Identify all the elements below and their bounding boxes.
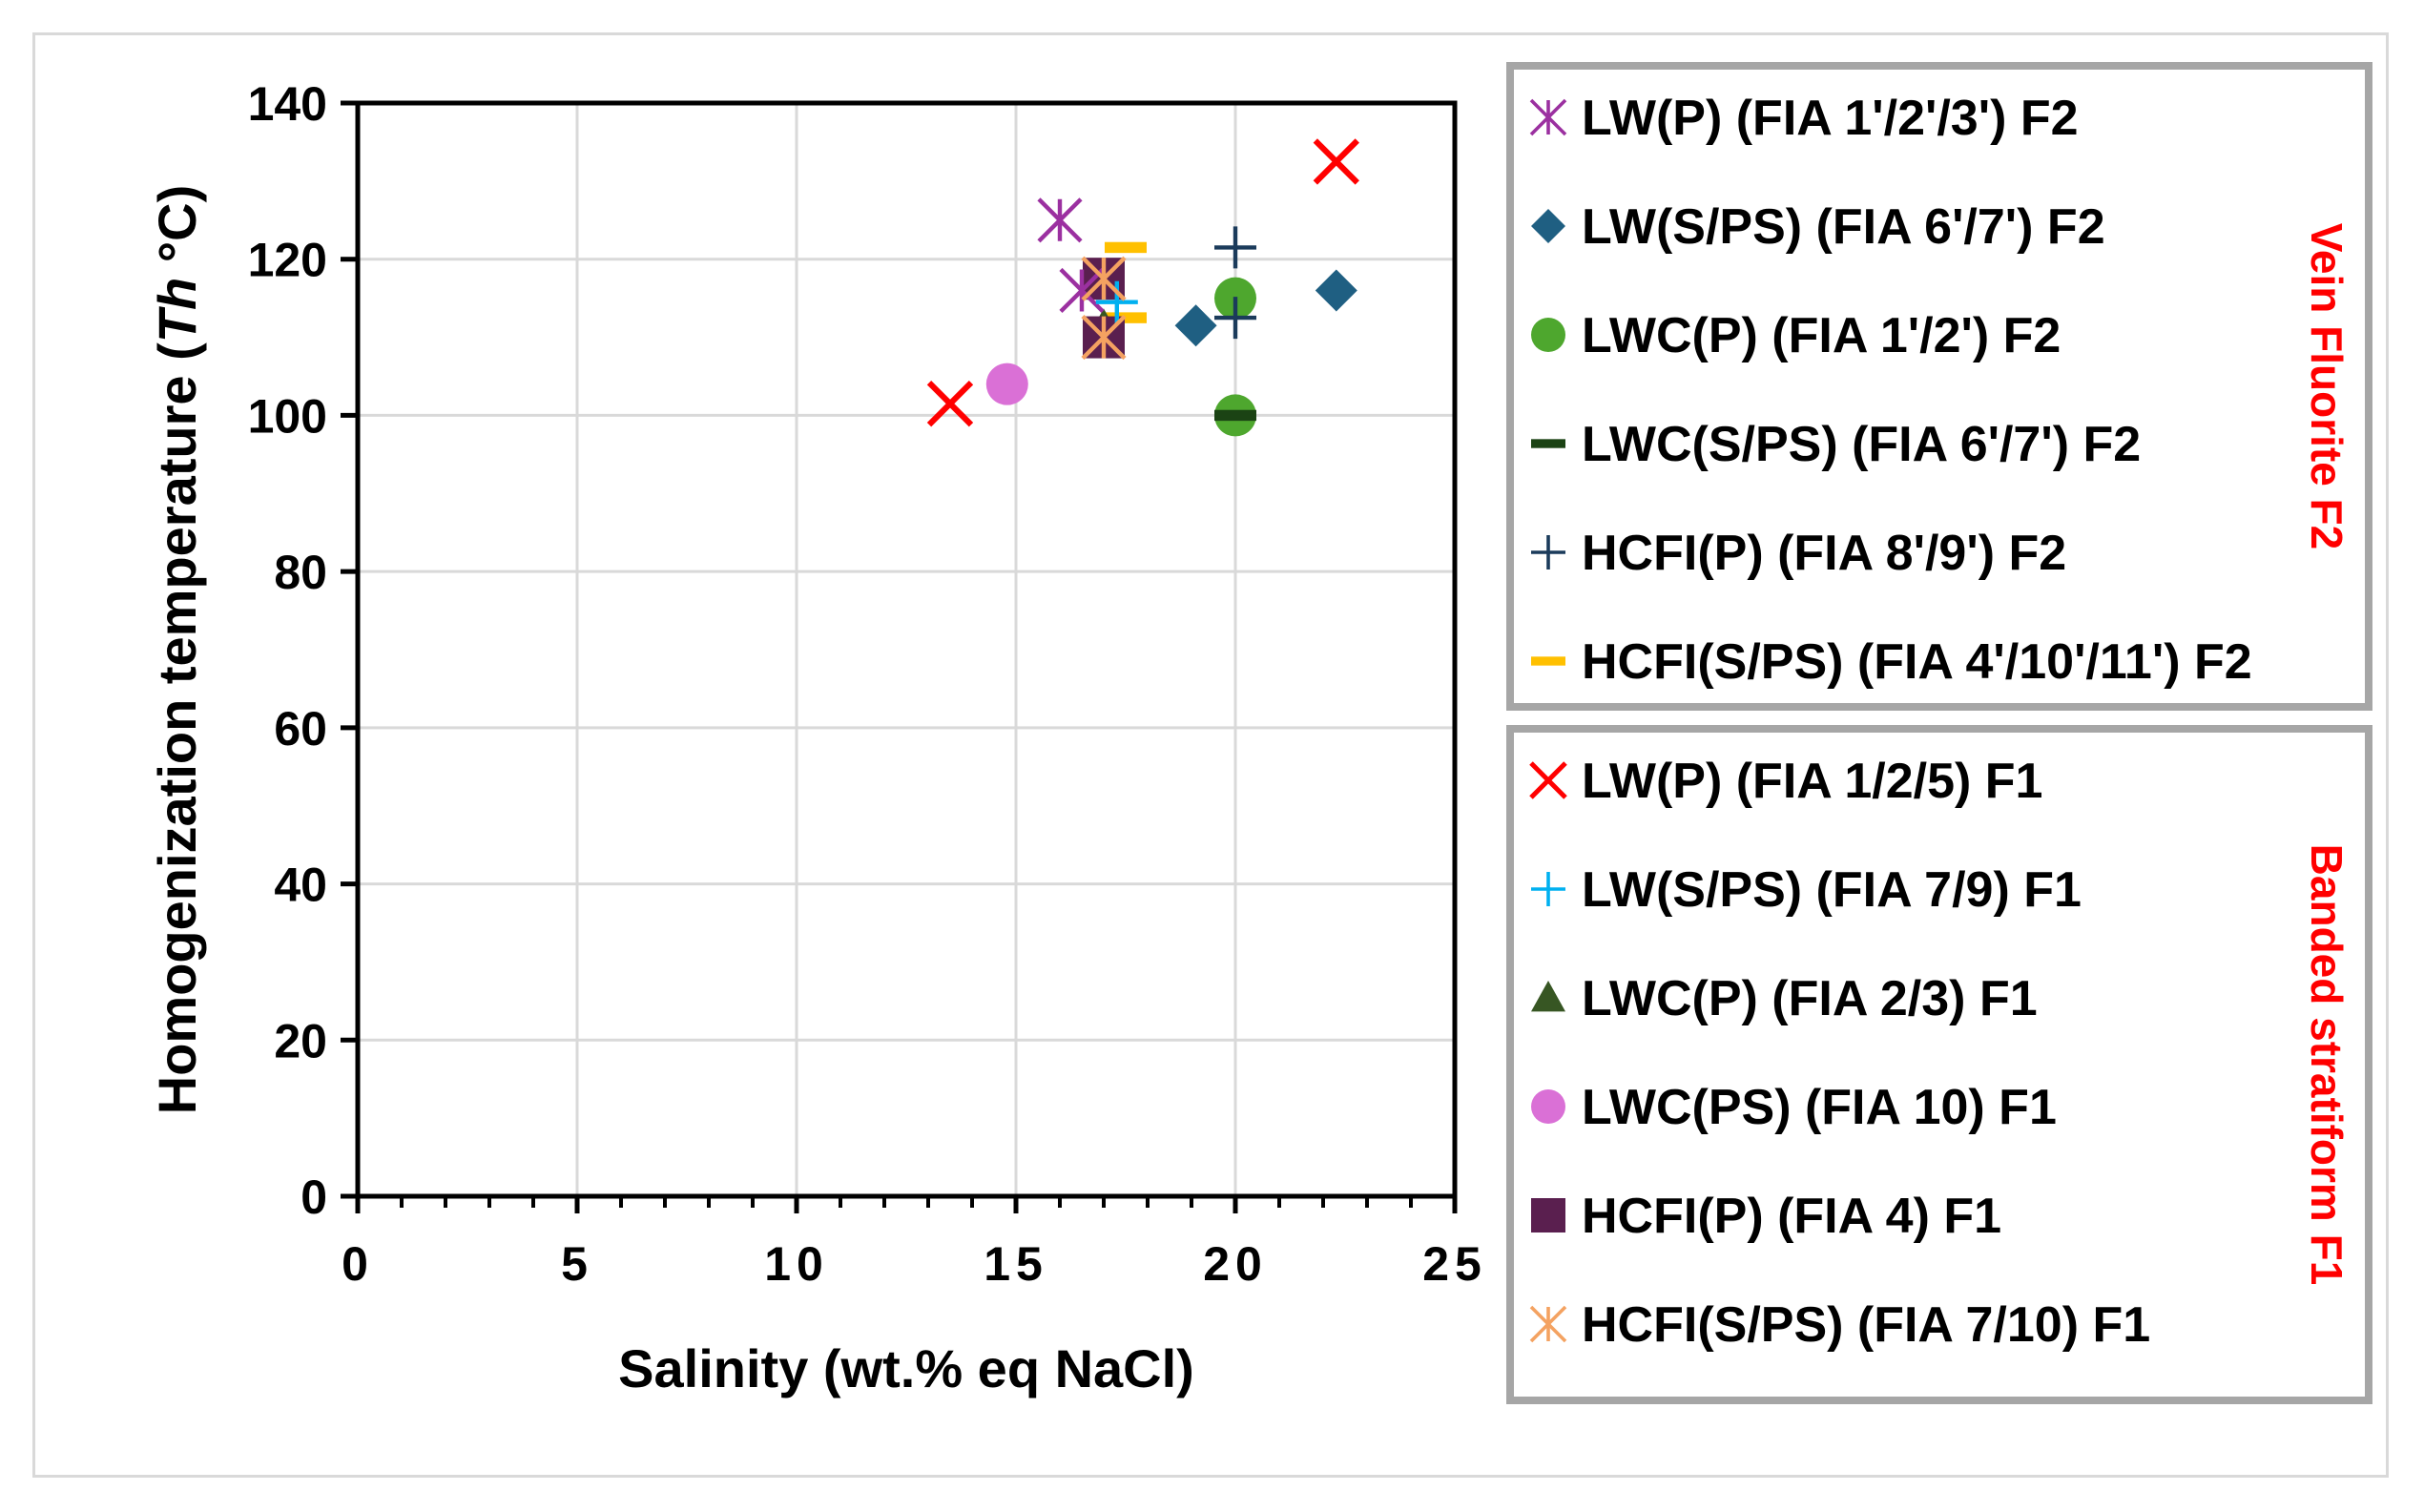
data-point bbox=[985, 362, 1028, 405]
data-point bbox=[1315, 269, 1357, 312]
x-tick-label: 20 bbox=[1203, 1237, 1268, 1291]
legend-label: LWC(S/PS) (FIA 6'/7') F2 bbox=[1582, 417, 2141, 472]
data-point bbox=[1037, 197, 1083, 243]
y-tick-label: 20 bbox=[274, 1014, 327, 1067]
marker-stroke bbox=[926, 380, 974, 427]
x-tick-label: 15 bbox=[984, 1237, 1048, 1291]
data-point bbox=[1174, 304, 1217, 347]
marker-stroke bbox=[1313, 138, 1359, 185]
legend-label: LWC(P) (FIA 2/3) F1 bbox=[1582, 971, 2038, 1026]
legend-label: LWC(P) (FIA 1'/2') F2 bbox=[1582, 308, 2061, 363]
legend-label: LWC(PS) (FIA 10) F1 bbox=[1582, 1080, 2057, 1135]
y-tick-label: 40 bbox=[274, 859, 327, 912]
axes: 0 5 10 15 20 25 0 20 40 60 80 100 120 140 bbox=[248, 77, 1487, 1291]
data-point bbox=[1081, 256, 1127, 301]
data-point bbox=[1059, 267, 1105, 314]
y-axis-label-italic: Th bbox=[147, 278, 207, 342]
legend: LW(P) (FIA 1'/2'/3') F2 LW(S/PS) (FIA 6'/… bbox=[1506, 62, 2372, 1404]
x-tick-label: 5 bbox=[561, 1237, 593, 1291]
legend-marker bbox=[1529, 98, 1567, 136]
y-axis-label-part: Homogenization temperature ( bbox=[147, 342, 207, 1114]
data-point bbox=[1214, 226, 1256, 269]
legend-label: HCFI(P) (FIA 4) F1 bbox=[1582, 1189, 2001, 1244]
legend-marker bbox=[1531, 872, 1565, 906]
legend-marker bbox=[1531, 981, 1565, 1012]
legend-marker bbox=[1531, 656, 1565, 666]
y-axis-label-part: °C) bbox=[147, 185, 207, 278]
x-tick-label: 10 bbox=[764, 1237, 829, 1291]
legend-marker bbox=[1531, 209, 1565, 243]
legend-label: HCFI(P) (FIA 8'/9') F2 bbox=[1582, 526, 2066, 581]
gridlines bbox=[358, 103, 1455, 1196]
y-axis-label: Homogenization temperature (Th °C) bbox=[147, 185, 207, 1114]
legend-marker bbox=[1531, 439, 1565, 448]
legend-label: LW(S/PS) (FIA 7/9) F1 bbox=[1582, 862, 2082, 918]
y-tick-label: 60 bbox=[274, 702, 327, 756]
marker-stroke bbox=[1529, 761, 1567, 799]
y-tick-label: 140 bbox=[248, 77, 327, 131]
data-point bbox=[1081, 315, 1127, 361]
legend-marker bbox=[1529, 761, 1567, 799]
legend-marker bbox=[1531, 535, 1565, 570]
legend-marker bbox=[1531, 1198, 1565, 1232]
data-point bbox=[1214, 409, 1256, 422]
plot-area-border bbox=[355, 100, 1458, 1199]
legend-label: LW(P) (FIA 1'/2'/3') F2 bbox=[1582, 91, 2079, 146]
data-point bbox=[1105, 241, 1147, 254]
legend-group-title: Vein Fluorite F2 bbox=[2302, 223, 2351, 550]
legend-label: HCFI(S/PS) (FIA 7/10) F1 bbox=[1582, 1297, 2150, 1353]
legend-label: LW(S/PS) (FIA 6'/7') F2 bbox=[1582, 199, 2105, 255]
data-point bbox=[1313, 138, 1359, 185]
y-tick-label: 120 bbox=[248, 234, 327, 287]
data-point bbox=[1095, 280, 1138, 323]
x-tick-label: 0 bbox=[342, 1237, 374, 1291]
x-tick-label: 25 bbox=[1422, 1237, 1487, 1291]
legend-marker bbox=[1531, 318, 1565, 352]
legend-marker bbox=[1531, 1089, 1565, 1124]
data-points bbox=[926, 138, 1359, 437]
legend-box bbox=[1506, 62, 2372, 711]
data-point bbox=[1214, 297, 1256, 340]
y-tick-label: 80 bbox=[274, 546, 327, 599]
y-tick-label: 100 bbox=[248, 389, 327, 443]
y-tick-label: 0 bbox=[300, 1170, 327, 1224]
data-point bbox=[926, 380, 974, 427]
legend-box bbox=[1506, 725, 2372, 1404]
legend-label: HCFI(S/PS) (FIA 4'/10'/11') F2 bbox=[1582, 634, 2252, 690]
legend-marker bbox=[1529, 1305, 1567, 1343]
legend-group-title: Banded stratiform F1 bbox=[2302, 844, 2351, 1286]
x-axis-label: Salinity (wt.% eq NaCl) bbox=[618, 1338, 1194, 1398]
legend-label: LW(P) (FIA 1/2/5) F1 bbox=[1582, 754, 2042, 809]
